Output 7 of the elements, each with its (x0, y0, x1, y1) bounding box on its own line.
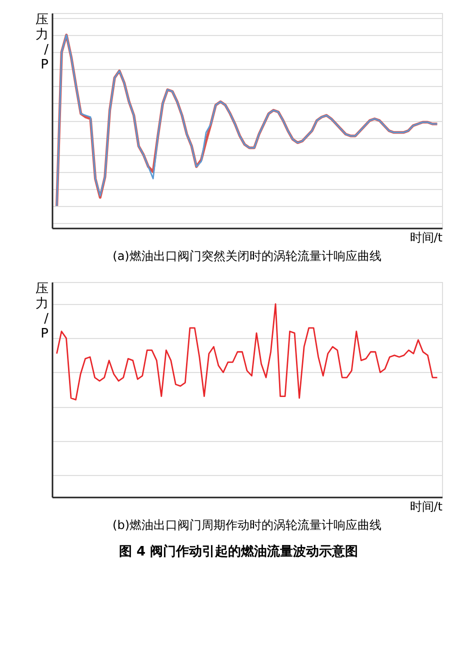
text: (a)燃油出口阀门突然关闭时的涡轮流量计响应曲线 (112, 249, 382, 263)
caption: 图 4 阀门作动引起的燃油流量波动示意图 (118, 544, 358, 560)
text: (b)燃油出口阀门周期作动时的涡轮流量计响应曲线 (112, 518, 382, 532)
y-axis-title: 压力/P (36, 12, 50, 72)
x-axis-title: 时间/t (410, 230, 443, 244)
y-axis-title: 压力/P (36, 282, 50, 342)
x-axis-title: 时间/t (410, 500, 443, 514)
